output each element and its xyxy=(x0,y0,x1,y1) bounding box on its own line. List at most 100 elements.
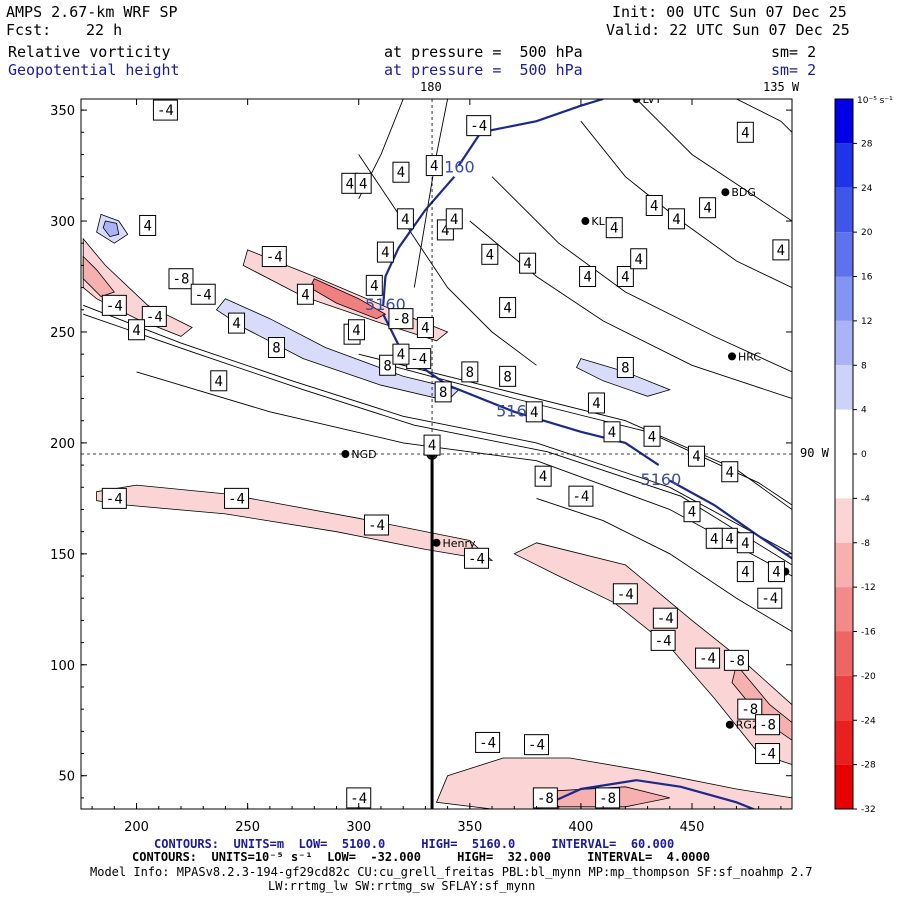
contour-label-box: 4 xyxy=(667,208,685,230)
contour-label-box: 4 xyxy=(603,421,621,443)
contour-label-frame xyxy=(101,294,127,316)
footer-height-contours: CONTOURS: UNITS=m LOW= 5100.0 HIGH= 5160… xyxy=(154,837,675,851)
contour-label-box: -4 xyxy=(463,547,489,569)
contour-label-box: 4 xyxy=(416,317,434,339)
contour-label-frame xyxy=(525,401,543,423)
longitude-label-180: 180 xyxy=(420,80,442,94)
contour-label-box: 8 xyxy=(434,381,452,403)
contour-label-frame xyxy=(650,629,676,651)
contour-label-text: -4 xyxy=(350,791,367,807)
contour-label-frame xyxy=(736,532,754,554)
axes: 200 250 300 350 400 450 50 100 150 200 250 300 350 xyxy=(50,99,792,835)
station-dot xyxy=(721,188,730,197)
station-label-rg2: RG2 xyxy=(736,719,759,732)
contour-label-frame xyxy=(445,208,463,230)
colorbar-tick-label: 0 xyxy=(861,450,867,460)
colorbar-swatch xyxy=(835,409,853,454)
contour-label-box: -8 xyxy=(737,698,763,720)
contour-label-frame xyxy=(616,356,634,378)
vorticity-contour-line xyxy=(580,120,792,289)
contour-label-box: -8 xyxy=(168,268,194,290)
contour-label-text: -4 xyxy=(470,119,487,135)
contour-labels: -4 -4-4-4-4-4-4-4-4 -8-8-8-4-4 -4-4 -8 -8-4-4… xyxy=(101,99,790,809)
colorbar-swatch xyxy=(835,454,853,499)
contour-label-frame xyxy=(499,365,517,387)
colorbar-swatch xyxy=(835,99,853,144)
forecast-value: 22 h xyxy=(86,21,123,39)
contour-label-text: 8 xyxy=(439,385,447,401)
contour-label-text: 4 xyxy=(370,278,378,294)
contour-label-frame xyxy=(612,583,638,605)
height-contour-line xyxy=(382,175,456,306)
forecast-label: Fcst: xyxy=(6,21,52,39)
contour-label-text: -8 xyxy=(393,312,410,328)
contour-label-frame xyxy=(519,252,537,274)
contour-label-frame xyxy=(579,266,597,287)
contour-label-frame xyxy=(139,214,157,236)
contour-label-text: 4 xyxy=(583,270,591,286)
colorbar-swatch xyxy=(835,143,853,188)
contour-label-box: -4 xyxy=(652,607,678,629)
contour-label-box: 4 xyxy=(736,561,754,583)
valid-time: Valid: 22 UTC Sun 07 Dec 25 xyxy=(606,21,850,39)
contour-label-text: 4 xyxy=(381,245,389,261)
vorticity-contour-line xyxy=(83,304,792,555)
contour-label-box: 4 xyxy=(139,214,157,236)
colorbar-tick-label: 16 xyxy=(861,273,873,283)
footer-vorticity-contours: CONTOURS: UNITS=10⁻⁵ s⁻¹ LOW= -32.000 HI… xyxy=(132,850,710,864)
contour-label-box: -4 xyxy=(612,583,638,605)
plot-frame xyxy=(80,98,793,810)
contour-label-text: 4 xyxy=(530,405,538,421)
contour-label-frame xyxy=(461,361,479,383)
contour-label-text: -4 xyxy=(617,587,634,603)
contour-label-box: -4 xyxy=(755,743,781,765)
contour-label-frame xyxy=(210,370,228,392)
contour-label-box: 4 xyxy=(376,241,394,263)
contour-label-frame xyxy=(737,698,763,720)
height-contour-line xyxy=(457,99,604,167)
vorticity-contour-line xyxy=(536,497,792,632)
contour-label-box: -4 xyxy=(466,115,492,137)
contour-label-text: 4 xyxy=(503,301,511,317)
colorbar-tick-label: 8 xyxy=(861,361,867,371)
vorticity-contour-line xyxy=(358,353,792,510)
contour-label-frame xyxy=(190,283,216,305)
station-dot xyxy=(432,538,441,547)
longitude-label-135w: 135 W xyxy=(763,80,800,94)
vorticity-contour-line xyxy=(736,99,792,133)
contour-label-text: 4 xyxy=(232,316,240,332)
height-contour-line xyxy=(536,779,757,809)
contour-label-box: 4 xyxy=(210,370,228,392)
contour-label-text: -8 xyxy=(741,702,758,718)
contour-label-box: 4 xyxy=(587,392,605,414)
contour-label-frame xyxy=(348,319,366,341)
contour-label-box: 4 xyxy=(392,161,410,183)
contour-label-frame xyxy=(721,461,739,483)
colorbar-tick-label: -8 xyxy=(861,539,870,549)
contour-label-text: 4 xyxy=(710,531,718,547)
x-tick-label: 300 xyxy=(346,820,371,835)
contour-label-frame xyxy=(423,434,441,456)
contour-label-box: 4 xyxy=(605,217,623,239)
contour-label-frame xyxy=(392,343,410,365)
colorbar-tick-label: -12 xyxy=(861,583,876,593)
contour-label-box: 4 xyxy=(579,266,597,287)
field1-pressure: at pressure = 500 hPa xyxy=(384,43,583,61)
contour-label-text: 4 xyxy=(346,176,354,192)
contour-label-box: 4 xyxy=(128,319,146,341)
contour-label-box: -4 xyxy=(346,787,372,809)
contour-label-text: -4 xyxy=(146,309,163,325)
station-label-ngd: NGD xyxy=(351,448,376,461)
contour-label-frame xyxy=(392,161,410,183)
contour-label-text: 8 xyxy=(621,360,629,376)
contour-label-box: -4 xyxy=(406,348,432,370)
x-tick-label: 250 xyxy=(235,820,260,835)
contour-label-frame xyxy=(605,217,623,239)
colorbar-swatch xyxy=(835,764,853,809)
contour-label-frame xyxy=(261,246,287,268)
contour-label-frame xyxy=(534,465,552,487)
contour-label-frame xyxy=(499,297,517,319)
contour-label-text: 4 xyxy=(523,256,531,272)
